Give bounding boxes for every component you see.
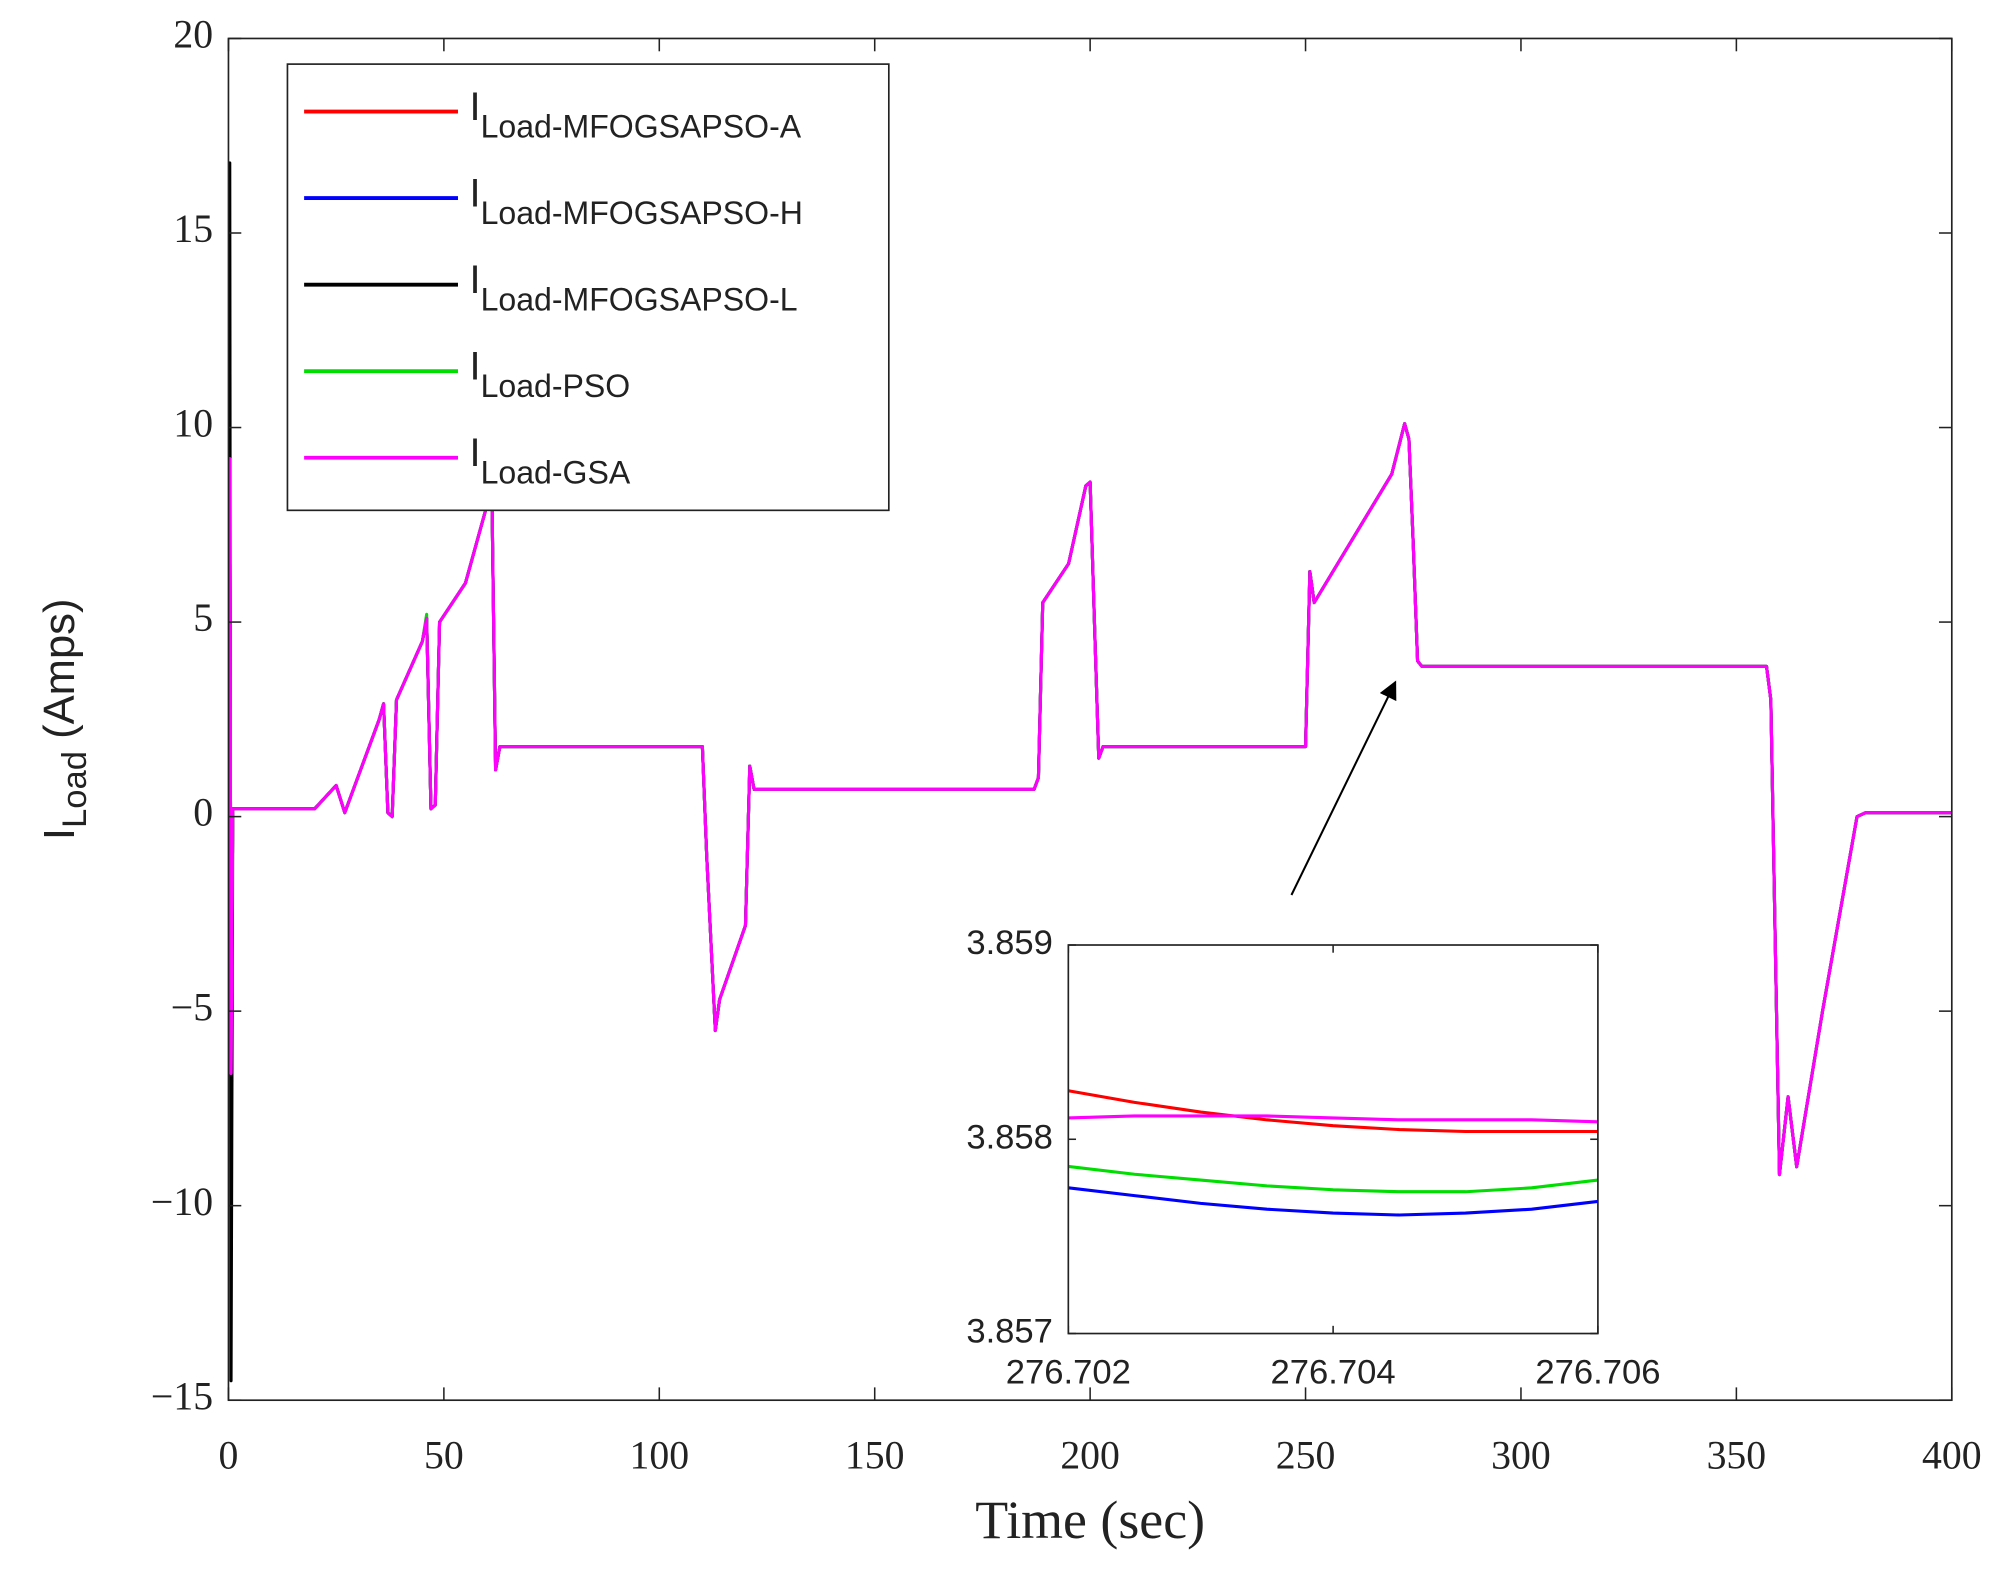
y-tick-label: 15 (173, 207, 213, 251)
series-line (1068, 1186, 1598, 1217)
legend: ILoad-MFOGSAPSO-AILoad-MFOGSAPSO-HILoad-… (286, 63, 890, 512)
y-tick-label: −5 (171, 985, 213, 1029)
y-axis-label-part: (Amps) (35, 599, 83, 752)
y-axis-label-part: I (35, 828, 83, 840)
series-line (228, 422, 1952, 1177)
legend-label: ILoad-GSA (470, 431, 631, 491)
x-tick-label: 276.704 (1271, 1354, 1396, 1392)
x-tick-label: 276.706 (1535, 1354, 1660, 1392)
legend-label: ILoad-MFOGSAPSO-A (470, 84, 802, 144)
series-line (1068, 1164, 1598, 1194)
y-tick-label: 5 (193, 596, 213, 640)
series-group (1068, 1089, 1598, 1217)
x-tick-label: 300 (1491, 1433, 1551, 1477)
x-tick-label: 150 (845, 1433, 905, 1477)
legend-label-sub: Load-MFOGSAPSO-L (481, 282, 798, 318)
series-line (1068, 1089, 1598, 1134)
y-tick-label: 0 (193, 791, 213, 835)
y-axis-label: ILoad (Amps) (35, 599, 94, 841)
x-tick-label: 250 (1276, 1433, 1336, 1477)
series-line (1068, 1114, 1598, 1124)
legend-label-sub: Load-MFOGSAPSO-A (481, 109, 802, 145)
legend-label-main: I (470, 84, 481, 128)
y-tick-label: 3.857 (966, 1313, 1053, 1351)
x-tick-label: 0 (219, 1433, 239, 1477)
y-tick-label: 3.858 (966, 1118, 1053, 1156)
y-tick-label: 3.859 (966, 924, 1053, 962)
inset-chart: 3.857 3.858 3.859 276.702 276.704 276.706 (966, 924, 1660, 1392)
legend-label-sub: Load-MFOGSAPSO-H (481, 196, 803, 232)
x-tick-label: 400 (1922, 1433, 1982, 1477)
x-tick-label: 350 (1707, 1433, 1767, 1477)
y-tick-label: −15 (151, 1374, 213, 1418)
y-tick-label: 10 (173, 402, 213, 446)
legend-label: ILoad-MFOGSAPSO-L (470, 258, 798, 318)
y-tick-label: 20 (173, 13, 213, 57)
y-axis-label-part: Load (56, 751, 94, 828)
legend-label-sub: Load-PSO (481, 369, 631, 405)
x-tick-label: 200 (1060, 1433, 1120, 1477)
y-tick-label: −10 (151, 1180, 213, 1224)
legend-label-sub: Load-GSA (481, 455, 631, 491)
series-group (228, 161, 1952, 1383)
legend-label: ILoad-PSO (470, 344, 631, 404)
legend-label-main: I (470, 344, 481, 388)
x-axis-label: Time (sec) (975, 1490, 1205, 1550)
zoom-arrow (1290, 680, 1397, 896)
legend-label: ILoad-MFOGSAPSO-H (470, 171, 803, 231)
legend-box (286, 63, 890, 512)
legend-label-main: I (470, 258, 481, 302)
plot-area (1068, 945, 1598, 1334)
legend-label-main: I (470, 171, 481, 215)
x-tick-label: 50 (424, 1433, 464, 1477)
legend-label-main: I (470, 431, 481, 475)
x-tick-label: 100 (629, 1433, 689, 1477)
x-tick-label: 276.702 (1006, 1354, 1131, 1392)
